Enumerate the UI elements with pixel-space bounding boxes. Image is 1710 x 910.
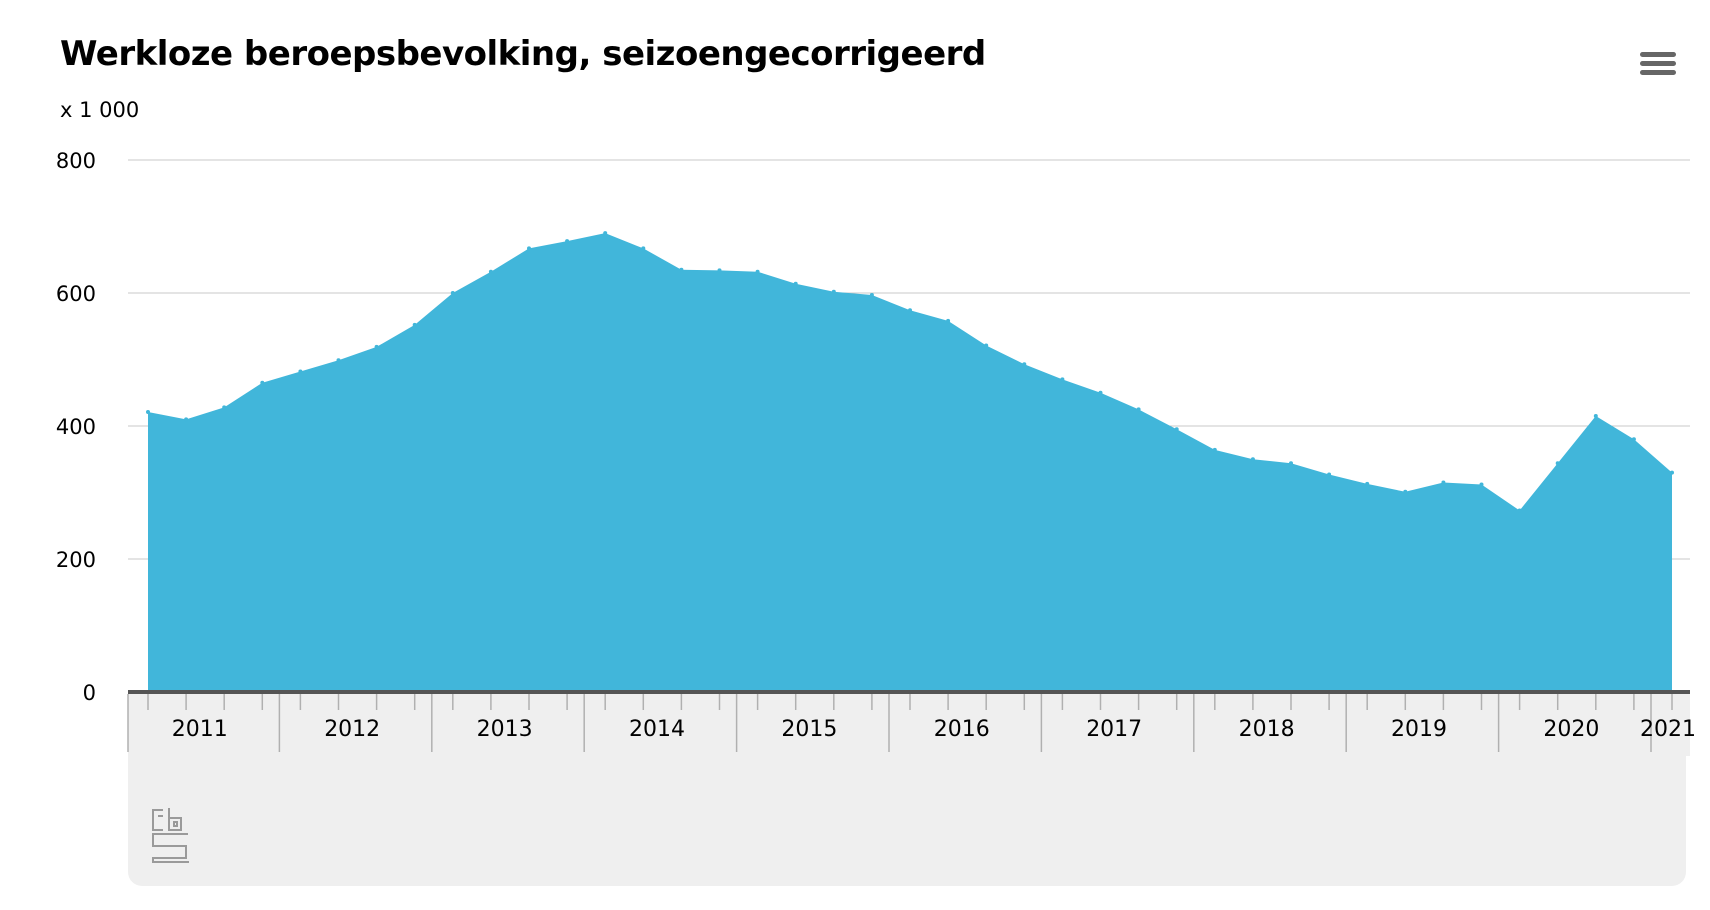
x-tick-label: 2021 — [1640, 717, 1696, 742]
x-axis: 2011 2012 2013 2014 2015 2016 2017 2018 2019 2020… — [127, 690, 1696, 756]
data-point[interactable] — [527, 246, 531, 251]
data-point[interactable] — [1441, 480, 1446, 485]
data-point[interactable] — [679, 267, 684, 272]
series-area — [146, 231, 1674, 692]
data-point[interactable] — [869, 293, 874, 297]
data-point[interactable] — [984, 343, 989, 348]
x-axis-band — [128, 692, 1690, 756]
x-tick-label: 2018 — [1239, 717, 1295, 742]
data-point[interactable] — [908, 308, 912, 313]
data-point[interactable] — [1289, 461, 1293, 466]
data-point[interactable] — [1631, 437, 1636, 442]
y-tick-label: 200 — [56, 548, 96, 572]
data-point[interactable] — [1136, 407, 1141, 412]
cbs-logo-icon — [152, 808, 189, 863]
data-point[interactable] — [603, 231, 608, 236]
data-point[interactable] — [1479, 482, 1484, 487]
x-tick-label: 2013 — [477, 717, 533, 742]
data-point[interactable] — [1174, 427, 1179, 432]
data-point[interactable] — [831, 289, 836, 294]
data-point[interactable] — [450, 291, 455, 295]
data-point[interactable] — [222, 405, 227, 410]
data-point[interactable] — [374, 344, 379, 349]
data-point[interactable] — [1517, 508, 1522, 513]
data-point[interactable] — [793, 281, 798, 286]
y-tick-label: 0 — [83, 681, 96, 705]
data-point[interactable] — [1098, 390, 1103, 395]
x-tick-label: 2016 — [934, 717, 990, 742]
menu-bar — [1640, 52, 1676, 57]
y-axis-tick-labels: 0 200 400 600 800 — [56, 149, 96, 705]
y-tick-label: 800 — [56, 149, 96, 173]
data-point[interactable] — [1593, 414, 1598, 418]
data-point[interactable] — [336, 358, 341, 363]
y-axis-unit-label: x 1 000 — [60, 98, 140, 122]
data-point[interactable] — [1212, 447, 1217, 452]
data-point[interactable] — [1022, 362, 1027, 367]
data-point[interactable] — [1060, 377, 1065, 382]
data-point[interactable] — [717, 268, 722, 273]
x-tick-label: 2019 — [1391, 717, 1447, 742]
data-point[interactable] — [565, 239, 570, 244]
data-point[interactable] — [260, 380, 265, 385]
x-tick-label: 2012 — [324, 717, 380, 742]
hamburger-menu-icon[interactable] — [1638, 52, 1678, 88]
data-point[interactable] — [1670, 470, 1674, 475]
data-point[interactable] — [1365, 481, 1370, 486]
x-tick-label: 2020 — [1543, 717, 1599, 742]
data-point[interactable] — [184, 417, 189, 422]
x-tick-label: 2014 — [629, 717, 685, 742]
data-point[interactable] — [1403, 489, 1408, 494]
data-point[interactable] — [1250, 457, 1255, 462]
x-tick-label: 2011 — [172, 717, 228, 742]
data-point[interactable] — [412, 322, 417, 327]
menu-bar — [1640, 70, 1676, 75]
chart-title: Werkloze beroepsbevolking, seizoengecorr… — [60, 34, 986, 74]
y-tick-label: 600 — [56, 282, 96, 306]
x-tick-label: 2017 — [1086, 717, 1142, 742]
menu-bar — [1640, 61, 1676, 66]
data-point[interactable] — [946, 318, 951, 323]
data-point[interactable] — [298, 369, 303, 374]
area-series[interactable] — [148, 233, 1672, 692]
data-point[interactable] — [146, 410, 150, 414]
data-point[interactable] — [1327, 472, 1332, 477]
data-point[interactable] — [1555, 461, 1560, 466]
x-tick-label: 2015 — [781, 717, 837, 742]
data-point[interactable] — [755, 269, 760, 274]
y-tick-label: 400 — [56, 415, 96, 439]
data-point[interactable] — [488, 269, 493, 274]
data-point[interactable] — [641, 246, 646, 251]
